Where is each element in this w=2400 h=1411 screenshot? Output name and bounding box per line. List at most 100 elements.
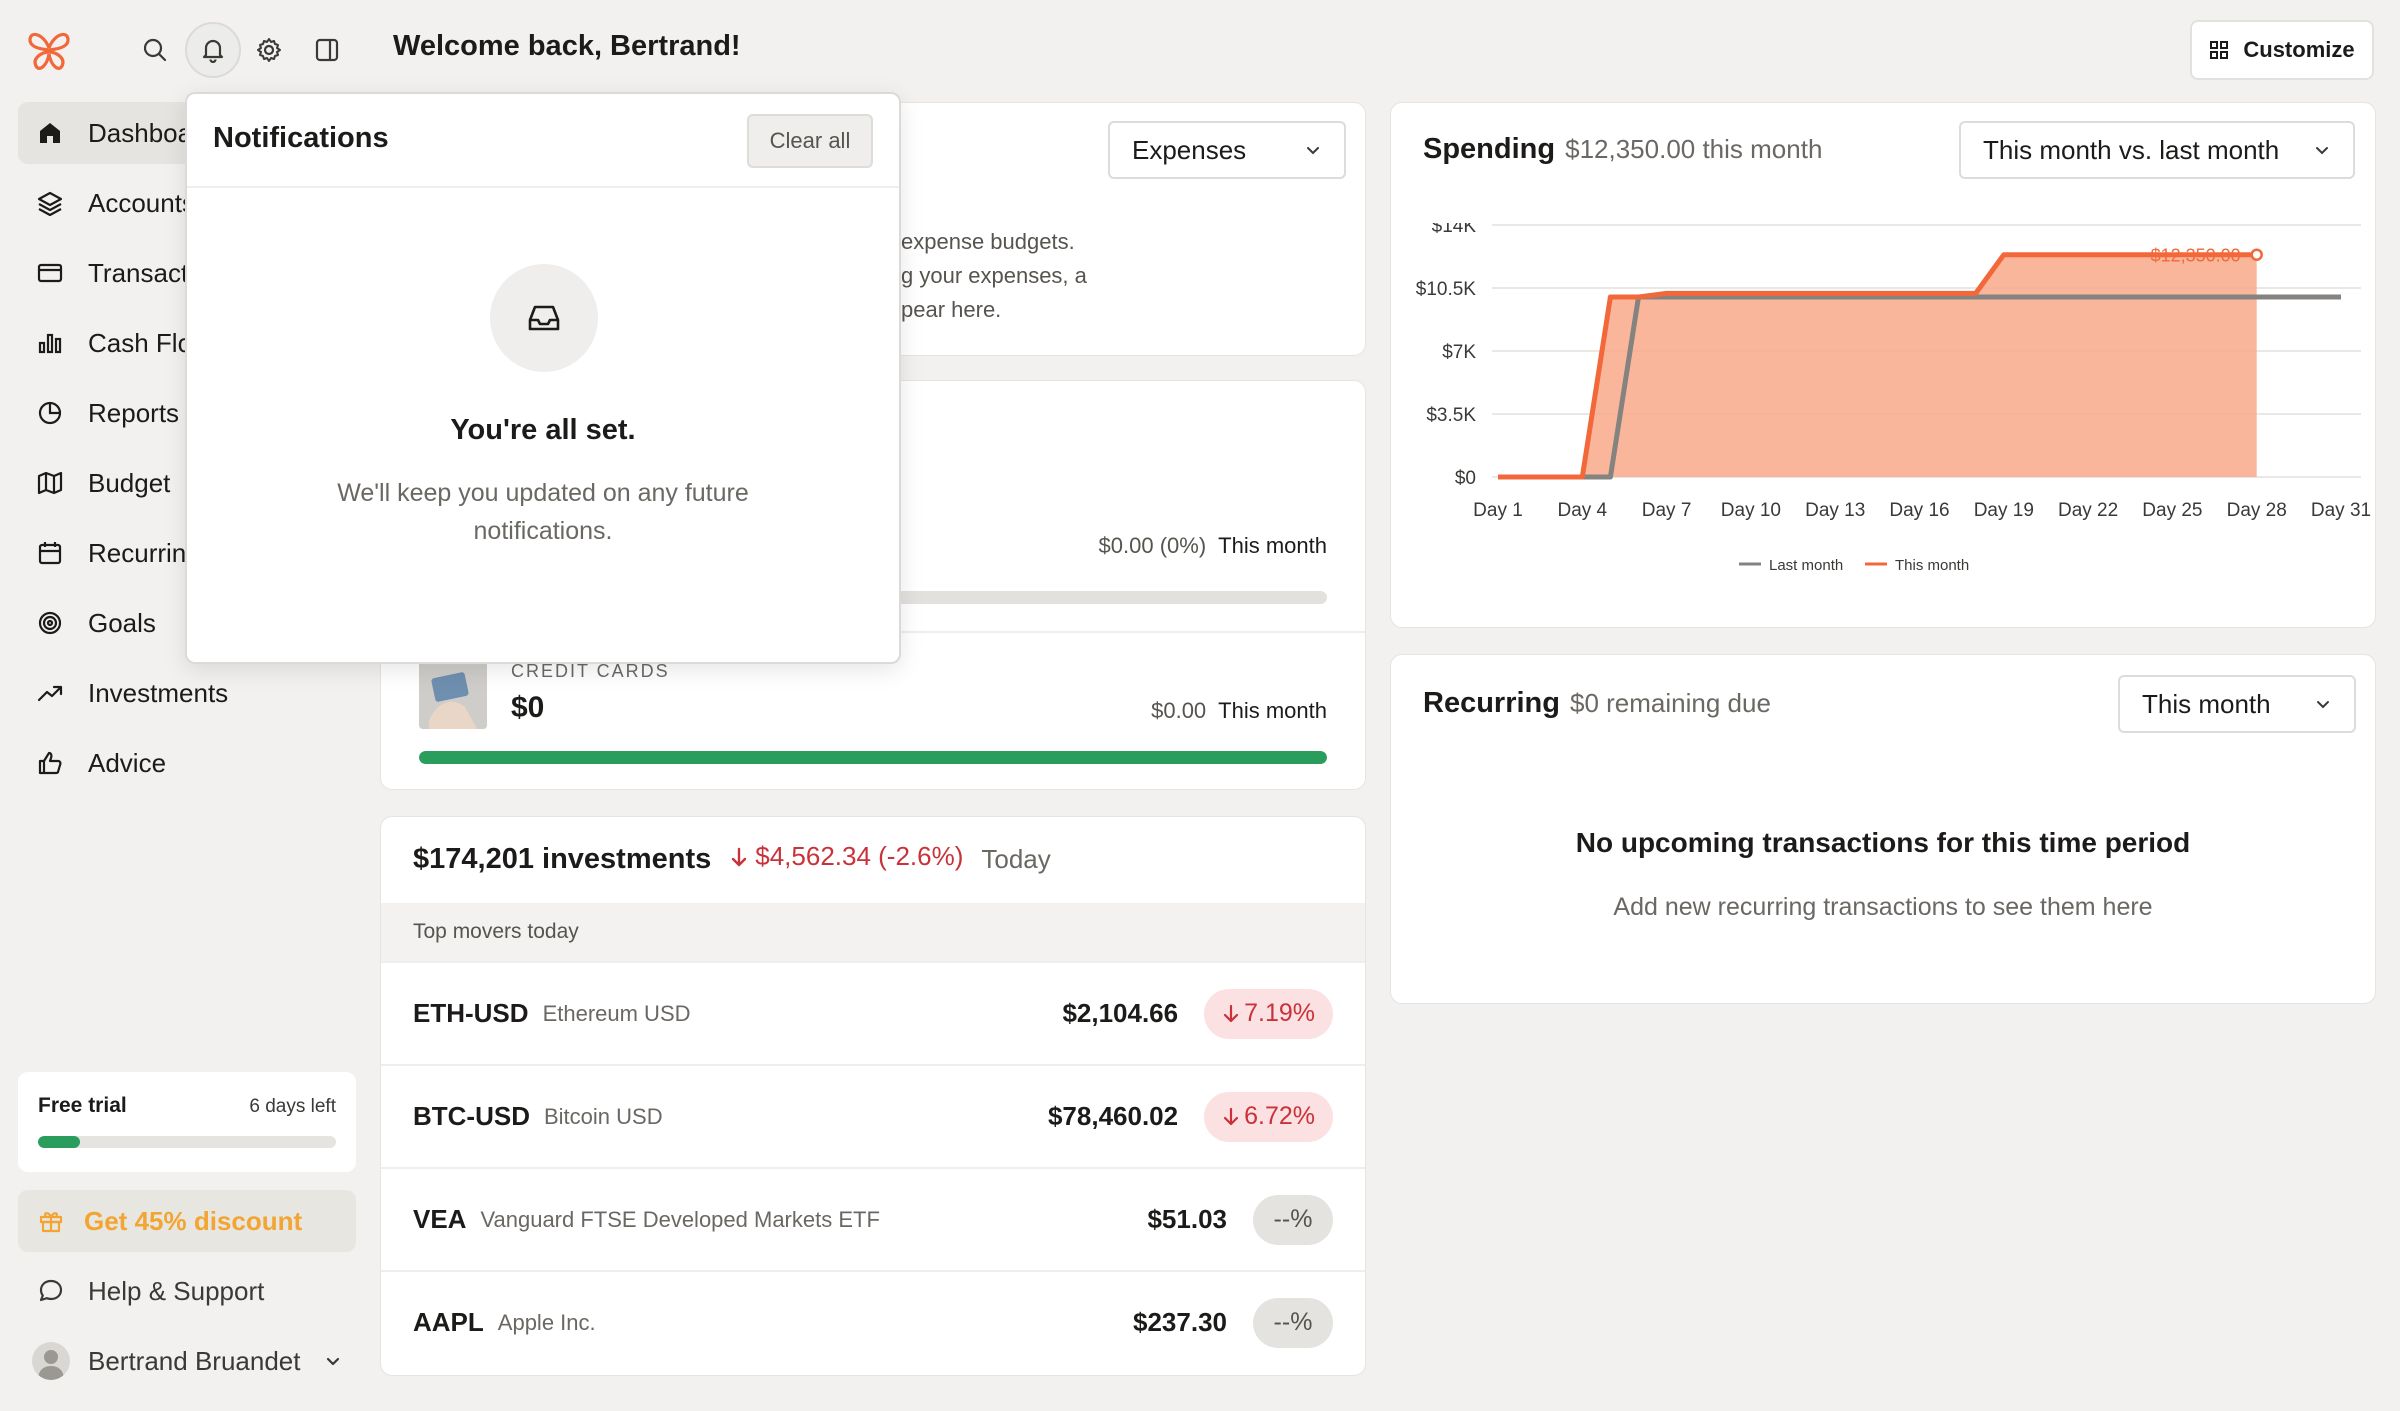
mover-name: Ethereum USD	[542, 1000, 691, 1026]
mover-name: Vanguard FTSE Developed Markets ETF	[480, 1206, 880, 1232]
recurring-title-text: Recurring	[1423, 687, 1560, 719]
budget-text-line: g your expenses, a	[901, 263, 1087, 288]
sidebar-item-investments[interactable]: Investments	[18, 662, 354, 724]
calendar-icon	[36, 539, 64, 567]
mover-change-badge: 6.72%	[1204, 1091, 1333, 1142]
sidebar-item-reports[interactable]: Reports	[18, 382, 354, 444]
customize-label: Customize	[2243, 37, 2355, 62]
sidebar-item-label: Recurring	[88, 537, 201, 568]
x-tick-label: Day 19	[1974, 500, 2034, 521]
x-tick-label: Day 25	[2142, 500, 2202, 521]
mover-change-badge: 7.19%	[1204, 988, 1333, 1039]
mover-change: 6.72%	[1244, 1102, 1315, 1130]
mover-row-vea[interactable]: VEA Vanguard FTSE Developed Markets ETF …	[381, 1167, 1365, 1270]
x-tick-label: Day 16	[1889, 500, 1949, 521]
arrow-down-icon	[1224, 1107, 1239, 1125]
trend-up-icon	[36, 679, 64, 707]
credit-cards-period: This month	[1218, 698, 1327, 723]
discount-label: Get 45% discount	[84, 1205, 303, 1236]
help-support-link[interactable]: Help & Support	[18, 1260, 356, 1322]
spending-subtitle: $12,350.00 this month	[1565, 134, 1823, 164]
top-movers-header: Top movers today	[381, 903, 1365, 961]
x-tick-label: Day 31	[2311, 500, 2371, 521]
investments-change: $4,562.34 (-2.6%)	[729, 841, 963, 872]
mover-price: $2,104.66	[1062, 998, 1179, 1028]
notifications-empty-subtitle: We'll keep you updated on any future not…	[337, 479, 749, 545]
bar-chart-icon	[36, 329, 64, 357]
investments-change-value: $4,562.34 (-2.6%)	[755, 841, 964, 871]
mover-change-badge: --%	[1253, 1297, 1333, 1348]
sidebar-item-label: Goals	[88, 607, 156, 638]
pie-chart-icon	[36, 399, 64, 427]
spending-title-text: Spending	[1423, 133, 1556, 165]
customize-button[interactable]: Customize	[2190, 20, 2374, 80]
credit-cards-total: $0	[511, 691, 545, 724]
legend-label-this-month: This month	[1895, 557, 1969, 574]
mover-row-eth[interactable]: ETH-USD Ethereum USD $2,104.66 7.19%	[381, 961, 1365, 1064]
budget-text-line: expense budgets.	[901, 229, 1075, 254]
sidebar-item-recurring[interactable]: Recurring	[18, 522, 354, 584]
mover-symbol: AAPL	[413, 1307, 484, 1337]
credit-cards-amount: $0.00	[1151, 698, 1207, 723]
account-period: This month	[1218, 533, 1327, 558]
x-tick-label: Day 10	[1721, 500, 1781, 521]
free-trial-card: Free trial 6 days left	[18, 1072, 356, 1172]
recurring-period-dropdown[interactable]: This month	[2118, 675, 2356, 733]
trial-title: Free trial	[38, 1094, 127, 1117]
mover-change-badge: --%	[1253, 1194, 1333, 1245]
recurring-subtitle: $0 remaining due	[1569, 688, 1771, 718]
chevron-down-icon	[2313, 141, 2331, 159]
sidebar-item-label: Accounts	[88, 187, 195, 218]
spending-chart[interactable]: $0 $3.5K $7K $10.5K $14K Day 1 Day 4 Day 7 Day 1…	[1391, 223, 2377, 623]
butterfly-logo-icon[interactable]	[26, 28, 72, 74]
sidebar-item-advice[interactable]: Advice	[18, 732, 354, 794]
spending-card: Spending $12,350.00 this month This month…	[1390, 102, 2376, 628]
trial-days-left: 6 days left	[249, 1096, 336, 1117]
budget-empty-text: expense budgets. g your expenses, a pear…	[901, 225, 1321, 327]
dropdown-value: This month vs. last month	[1983, 134, 2280, 165]
map-icon	[36, 469, 64, 497]
bell-icon[interactable]	[185, 22, 241, 78]
search-icon[interactable]	[127, 22, 183, 78]
recurring-empty-title: No upcoming transactions for this time p…	[1575, 827, 2191, 858]
discount-button[interactable]: Get 45% discount	[18, 1190, 356, 1252]
chat-bubble-icon	[38, 1278, 64, 1304]
spending-period-dropdown[interactable]: This month vs. last month	[1959, 121, 2355, 179]
y-tick-label: $7K	[1442, 342, 1476, 363]
gear-icon[interactable]	[241, 22, 297, 78]
sidebar-item-goals[interactable]: Goals	[18, 592, 354, 654]
sidebar-toggle-icon[interactable]	[299, 22, 355, 78]
investments-total[interactable]: $174,201 investments	[413, 842, 712, 875]
x-tick-label: Day 13	[1805, 500, 1865, 521]
mover-row-aapl[interactable]: AAPL Apple Inc. $237.30 --%	[381, 1270, 1365, 1373]
user-menu[interactable]: Bertrand Bruandet	[18, 1330, 356, 1392]
account-row[interactable]: $0.00 (0%) This month	[1001, 533, 1327, 559]
sidebar-item-label: Advice	[88, 747, 167, 778]
budget-type-dropdown[interactable]: Expenses	[1108, 121, 1346, 179]
sidebar-item-accounts[interactable]: Accounts	[18, 172, 354, 234]
help-label: Help & Support	[88, 1275, 265, 1306]
recurring-card: Recurring $0 remaining due This month No …	[1390, 654, 2376, 1004]
account-amount: $0.00 (0%)	[1098, 533, 1207, 558]
credit-card-image	[419, 661, 487, 729]
sidebar-item-budget[interactable]: Budget	[18, 452, 354, 514]
notifications-title: Notifications	[213, 122, 389, 154]
mover-price: $51.03	[1147, 1204, 1227, 1234]
grid-icon	[2210, 41, 2229, 59]
welcome-title: Welcome back, Bertrand!	[393, 30, 741, 62]
inbox-icon	[490, 264, 598, 372]
arrow-down-icon	[1224, 1004, 1239, 1022]
home-icon	[36, 119, 64, 147]
chevron-down-icon	[2314, 695, 2332, 713]
y-tick-label: $14K	[1432, 223, 1477, 237]
mover-symbol: BTC-USD	[413, 1101, 530, 1131]
thumbs-up-icon	[36, 749, 64, 777]
clear-all-button[interactable]: Clear all	[747, 114, 873, 168]
mover-row-btc[interactable]: BTC-USD Bitcoin USD $78,460.02 6.72%	[381, 1064, 1365, 1167]
credit-cards-label: CREDIT CARDS	[511, 661, 670, 681]
y-tick-label: $0	[1455, 468, 1476, 489]
arrow-down-icon	[729, 846, 749, 868]
trial-progress-bar	[38, 1136, 336, 1148]
x-tick-label: Day 7	[1642, 500, 1692, 521]
target-icon	[36, 609, 64, 637]
